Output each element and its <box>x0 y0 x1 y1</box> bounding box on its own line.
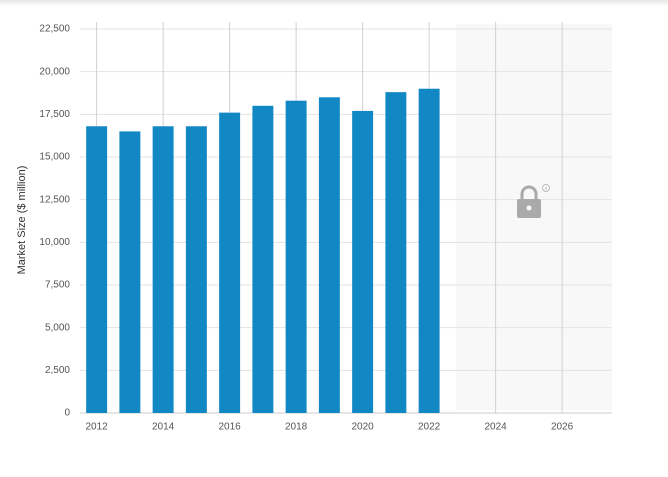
x-tick-label: 2014 <box>152 422 175 433</box>
y-tick-label: 7,500 <box>45 280 70 291</box>
bar <box>418 88 440 413</box>
bar <box>119 131 141 413</box>
x-tick-label: 2016 <box>219 422 242 433</box>
y-tick-label: 5,000 <box>45 322 70 333</box>
x-tick-label: 2022 <box>418 422 441 433</box>
x-tick-label: 2012 <box>86 422 109 433</box>
y-tick-label: 17,500 <box>39 109 70 120</box>
bar <box>318 97 340 414</box>
y-tick-label: 22,500 <box>39 24 70 35</box>
bar <box>185 126 207 413</box>
y-tick-label: 0 <box>64 408 70 419</box>
y-tick-label: 10,000 <box>39 237 70 248</box>
y-tick-label: 15,000 <box>39 152 70 163</box>
y-tick-label: 12,500 <box>39 194 70 205</box>
x-tick-label: 2024 <box>485 422 508 433</box>
x-tick-label: 2018 <box>285 422 308 433</box>
bar <box>385 92 407 413</box>
bar <box>152 126 174 413</box>
bar <box>219 112 241 414</box>
top-shadow <box>0 0 668 6</box>
lock-icon <box>517 184 550 218</box>
bar <box>352 110 374 414</box>
bar <box>285 100 307 414</box>
x-tick-label: 2020 <box>352 422 375 433</box>
x-tick-label: 2026 <box>551 422 574 433</box>
y-tick-label: 20,000 <box>39 66 70 77</box>
y-axis-label: Market Size ($ million) <box>16 166 28 275</box>
bar <box>86 126 108 413</box>
y-tick-label: 2,500 <box>45 365 70 376</box>
bar <box>252 105 274 414</box>
